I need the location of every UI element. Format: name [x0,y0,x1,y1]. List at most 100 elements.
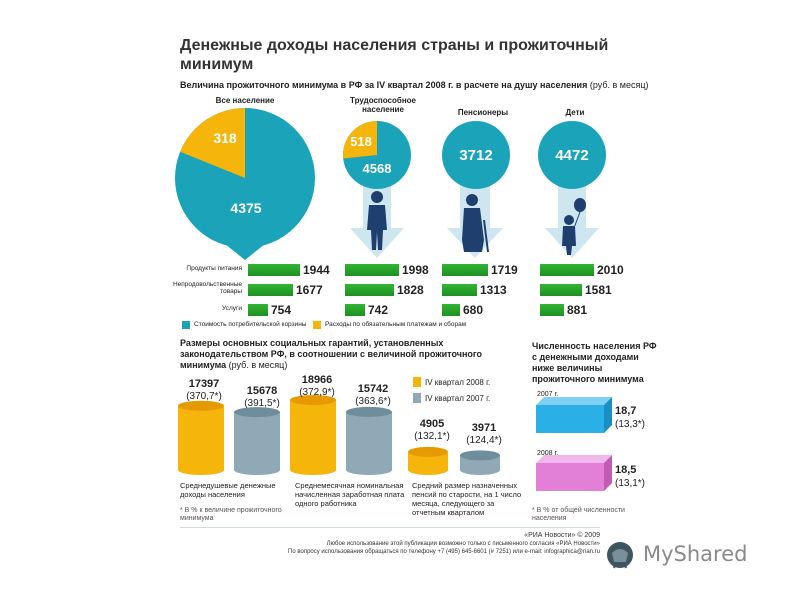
poverty-boxes [536,397,612,491]
row-label-nonfood: Непродовольственные товары [172,281,242,295]
bar-value-0-0: 1944 [303,263,330,277]
poverty-2008-pct: (13,1*) [615,478,646,489]
cyl-pension-2008-value: 4905 [419,418,445,430]
bar-value-1-0: 1998 [402,263,429,277]
pie-children-value: 4472 [555,147,589,164]
cyl-salary-2007-pct: (363,6*) [355,396,391,407]
guarantees-title-unit: (руб. в месяц) [228,360,288,370]
pie-working-basket-value: 4568 [362,161,392,176]
watermark-text: MyShared [643,542,748,566]
page-title: Денежные доходы населения страны и прожи… [180,37,609,73]
bar-value-1-2: 742 [368,303,389,317]
cyl-income-2008-pct: (370,7*) [186,391,222,402]
cyl-income-2007-pct: (391,5*) [244,398,280,409]
cylinder-0-2007 [234,407,280,475]
bar-2-1 [442,284,477,296]
legend-swatch-2008 [413,377,421,387]
group-label-pensioners: Пенсионеры [457,108,509,117]
bar-value-1-1: 1828 [397,283,424,297]
pie-all-basket-value: 4375 [230,200,262,216]
cyl-label-pension: Средний размер назначенных пенсий по ста… [412,481,522,517]
pie-pensioners [442,121,510,189]
cylinder-1-2007 [346,406,392,475]
watermark: MyShared [605,538,765,572]
group-label-children: Дети [565,108,585,117]
footer-line2: По вопросу использования обращаться по т… [288,549,600,555]
poverty-2008-value: 18,5 [615,464,637,476]
guarantees-title-text: Размеры основных социальных гарантий, ус… [180,338,483,370]
bar-value-2-0: 1719 [491,263,518,277]
bar-value-3-0: 2010 [597,263,624,277]
guarantees-chart [178,395,500,475]
bar-0-0 [248,264,300,276]
child-balloon-icon [562,198,586,255]
bar-value-0-2: 754 [271,303,292,317]
pie-children [538,121,606,189]
bar-2-0 [442,264,488,276]
subtitle: Величина прожиточного минимума в РФ за I… [180,80,680,90]
cyl-salary-2008-pct: (372,9*) [299,387,335,398]
group-label-working: Трудоспособное население [350,96,416,114]
cylinder-1-2008 [290,395,336,475]
legend-payments: Расходы по обязательным платежам и сбора… [325,321,467,328]
working-person-icon [367,191,387,250]
cylinder-0-2008 [178,400,224,475]
row-label-services: Услуги [222,305,242,312]
pensioner-person-icon [462,194,489,253]
bar-value-2-2: 680 [463,303,484,317]
footer-divider [180,527,600,528]
bar-3-2 [540,304,564,316]
poverty-note: * В % от общей численности населения [532,507,625,522]
poverty-box-2007 [536,397,612,433]
cyl-pension-2007-value: 3971 [471,422,497,434]
cyl-pension-2008-pct: (132,1*) [414,431,450,442]
cyl-salary-2007-value: 15742 [357,383,389,395]
legend-swatch-basket [182,321,190,329]
pie-pensioners-value: 3712 [459,147,493,164]
bar-0-2 [248,304,268,316]
cylinder-2-2008 [408,446,448,475]
bar-value-3-2: 881 [567,303,588,317]
legend-swatch-payments [313,321,321,329]
legend-basket: Стоимость потребительской корзины [194,321,307,328]
poverty-2007-pct: (13,3*) [615,419,646,430]
bar-1-0 [345,264,399,276]
pie-all-population [175,108,315,248]
cyl-salary-2008-value: 18966 [301,374,333,386]
pie-working-payments-value: 518 [350,134,372,149]
bar-2-2 [442,304,460,316]
poverty-year-2007: 2007 г. [537,391,559,398]
bar-3-0 [540,264,594,276]
legend-2007: IV квартал 2007 г. [425,394,491,403]
guarantees-note: * В % к величине прожиточного минимума [180,507,282,522]
footer-credit: «РИА Новости» © 2009 [524,532,600,539]
footer-line1: Любое использование этой публикации возм… [326,541,600,547]
cylinder-2-2007 [460,450,500,475]
pie-working-payments-slice [343,121,377,159]
guarantees-title: Размеры основных социальных гарантий, ус… [180,338,510,371]
bar-0-1 [248,284,293,296]
bar-1-1 [345,284,394,296]
bar-value-0-1: 1677 [296,283,323,297]
bar-value-3-1: 1581 [585,283,612,297]
cyl-label-income: Среднедушевые денежные доходы населения [180,481,276,499]
poverty-2007-value: 18,7 [615,405,637,417]
cyl-pension-2007-pct: (124,4*) [466,435,502,446]
cyl-income-2008-value: 17397 [188,378,220,390]
subtitle-text: Величина прожиточного минимума в РФ за I… [180,80,588,90]
bar-3-1 [540,284,582,296]
bar-value-2-1: 1313 [480,283,507,297]
poverty-year-2008: 2008 г. [537,450,559,457]
bar-1-2 [345,304,365,316]
row-label-food: Продукты питания [186,265,242,272]
pie-all-payments-value: 318 [213,130,237,146]
pie-all-payments-slice [180,108,245,178]
cyl-label-salary: Среднемесячная номинальная начисленная з… [295,481,405,508]
legend-2008: IV квартал 2008 г. [425,378,491,387]
cyl-income-2007-value: 15678 [246,385,278,397]
pie-working-population [343,121,411,189]
poverty-box-2008 [536,455,612,491]
legend-swatch-2007 [413,393,421,403]
watermark-logo-icon [607,542,633,569]
